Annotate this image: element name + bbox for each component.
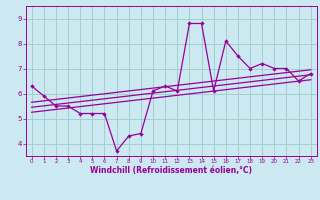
X-axis label: Windchill (Refroidissement éolien,°C): Windchill (Refroidissement éolien,°C) <box>90 166 252 175</box>
